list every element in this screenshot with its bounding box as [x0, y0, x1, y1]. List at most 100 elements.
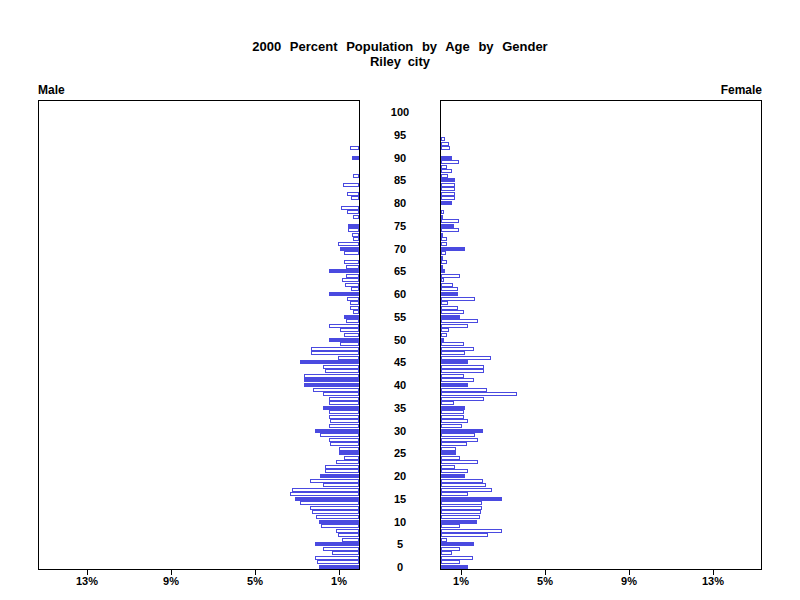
- female-bar-age-12: [441, 510, 481, 514]
- female-bar-age-42: [441, 374, 464, 378]
- female-bar-age-55: [441, 315, 460, 319]
- female-bar-age-8: [441, 529, 502, 533]
- age-axis-label-20: 20: [360, 470, 440, 482]
- female-bar-age-39: [441, 388, 487, 392]
- female-bar-age-52: [441, 328, 449, 332]
- male-bar-age-30: [315, 429, 359, 433]
- male-bar-age-37: [329, 397, 359, 401]
- female-bar-age-16: [441, 492, 468, 496]
- male-bar-age-84: [343, 183, 359, 187]
- female-bar-age-4: [441, 547, 460, 551]
- female-bar-age-50: [441, 338, 444, 342]
- male-bar-age-67: [344, 260, 359, 264]
- female-bar-age-70: [441, 247, 465, 251]
- female-x-tick-label-5: 5%: [521, 575, 569, 587]
- female-bar-age-81: [441, 196, 455, 200]
- female-bar-age-92: [441, 146, 450, 150]
- male-x-tick-label-1: 1%: [315, 575, 363, 587]
- male-bar-age-19: [310, 479, 359, 483]
- male-bar-age-10: [319, 520, 359, 524]
- female-bar-age-90: [441, 156, 452, 160]
- female-bar-age-59: [441, 297, 475, 301]
- age-axis-label-30: 30: [360, 425, 440, 437]
- female-bar-age-60: [441, 292, 458, 296]
- female-bar-age-73: [441, 233, 443, 237]
- male-bar-age-82: [347, 192, 359, 196]
- male-bar-age-49: [340, 342, 359, 346]
- male-bar-age-86: [353, 174, 359, 178]
- female-bar-age-48: [441, 347, 474, 351]
- male-bar-age-41: [304, 378, 359, 382]
- age-axis-label-15: 15: [360, 493, 440, 505]
- male-x-tick-label-5: 5%: [231, 575, 279, 587]
- male-bar-age-72: [353, 237, 359, 241]
- male-bar-age-7: [338, 533, 359, 537]
- female-bar-age-38: [441, 392, 517, 396]
- male-panel-label: Male: [38, 83, 65, 97]
- female-bar-age-93: [441, 142, 449, 146]
- male-bar-age-36: [329, 401, 359, 405]
- male-bar-age-61: [351, 287, 359, 291]
- male-bar-age-53: [329, 324, 359, 328]
- female-bar-age-37: [441, 397, 484, 401]
- age-axis-label-65: 65: [360, 265, 440, 277]
- female-bar-age-72: [441, 237, 447, 241]
- female-bar-age-0: [441, 565, 468, 569]
- male-bar-age-17: [292, 488, 359, 492]
- female-bar-age-32: [441, 419, 468, 423]
- female-bar-age-44: [441, 365, 484, 369]
- male-bar-age-18: [323, 483, 359, 487]
- male-bar-age-39: [313, 388, 359, 392]
- female-bar-age-47: [441, 351, 465, 355]
- male-bar-age-12: [312, 510, 359, 514]
- age-axis-label-25: 25: [360, 447, 440, 459]
- male-bar-age-45: [300, 360, 359, 364]
- female-bar-age-89: [441, 160, 459, 164]
- age-axis-label-45: 45: [360, 356, 440, 368]
- female-bar-age-29: [441, 433, 475, 437]
- male-bar-age-74: [348, 228, 359, 232]
- female-bar-age-33: [441, 415, 464, 419]
- male-bar-age-11: [316, 515, 359, 519]
- male-bar-age-0: [319, 565, 359, 569]
- male-bar-age-34: [329, 410, 359, 414]
- female-bar-age-17: [441, 488, 492, 492]
- female-bar-age-10: [441, 520, 477, 524]
- male-bar-age-63: [342, 278, 359, 282]
- male-bar-age-4: [323, 547, 359, 551]
- age-axis-label-0: 0: [360, 561, 440, 573]
- male-bar-age-23: [336, 460, 359, 464]
- chart-title: 2000 Percent Population by Age by Gender: [0, 40, 800, 54]
- male-bar-age-44: [323, 365, 359, 369]
- female-bar-age-88: [441, 165, 447, 169]
- male-bar-age-66: [346, 265, 359, 269]
- female-bar-age-94: [441, 137, 445, 141]
- female-bar-age-13: [441, 506, 482, 510]
- female-bar-age-58: [441, 301, 448, 305]
- female-bar-age-84: [441, 183, 455, 187]
- female-bar-age-49: [441, 342, 464, 346]
- male-bar-age-54: [346, 319, 359, 323]
- chart-subtitle: Riley city: [0, 54, 800, 69]
- male-bar-age-6: [342, 538, 359, 542]
- age-axis-label-40: 40: [360, 379, 440, 391]
- age-axis-label-90: 90: [360, 152, 440, 164]
- male-x-tick-label-13: 13%: [63, 575, 111, 587]
- male-bar-age-3: [332, 551, 359, 555]
- female-bar-age-78: [441, 210, 444, 214]
- female-bar-age-14: [441, 501, 482, 505]
- male-bar-age-77: [353, 215, 359, 219]
- male-bar-age-52: [340, 328, 359, 332]
- male-x-tick-label-9: 9%: [147, 575, 195, 587]
- female-bar-age-35: [441, 406, 465, 410]
- female-bar-age-75: [441, 224, 454, 228]
- age-axis-label-5: 5: [360, 538, 440, 550]
- female-bar-age-34: [441, 410, 464, 414]
- male-bar-age-47: [311, 351, 359, 355]
- female-bar-age-80: [441, 201, 452, 205]
- female-bar-age-11: [441, 515, 480, 519]
- female-bar-age-86: [441, 174, 448, 178]
- age-axis-label-85: 85: [360, 174, 440, 186]
- female-bar-age-21: [441, 469, 468, 473]
- male-bar-age-64: [346, 274, 359, 278]
